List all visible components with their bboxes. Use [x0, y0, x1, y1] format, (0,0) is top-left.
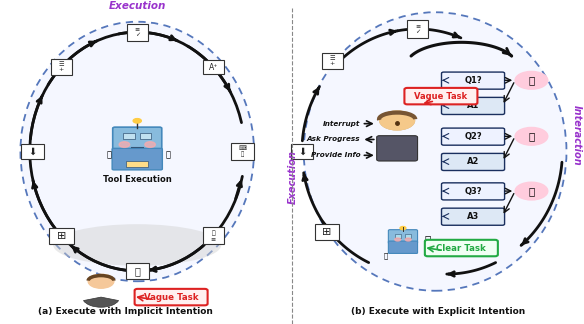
FancyBboxPatch shape	[405, 235, 411, 237]
FancyBboxPatch shape	[203, 227, 224, 245]
Text: A1: A1	[467, 101, 479, 110]
Text: 🔧: 🔧	[107, 150, 112, 159]
Ellipse shape	[304, 12, 566, 291]
FancyBboxPatch shape	[113, 127, 162, 151]
Text: Interrupt: Interrupt	[323, 121, 360, 127]
Circle shape	[145, 142, 155, 147]
FancyBboxPatch shape	[112, 148, 162, 170]
Text: Clear Task: Clear Task	[436, 244, 486, 252]
Text: Q2?: Q2?	[464, 132, 482, 141]
FancyBboxPatch shape	[322, 53, 343, 69]
Text: Ask Progress: Ask Progress	[307, 136, 360, 143]
Text: ☰
+: ☰ +	[329, 55, 335, 66]
FancyBboxPatch shape	[20, 144, 43, 159]
FancyBboxPatch shape	[134, 289, 208, 305]
Text: Provide Info: Provide Info	[311, 152, 360, 158]
Circle shape	[380, 111, 415, 130]
FancyBboxPatch shape	[315, 224, 339, 240]
Text: ⬇: ⬇	[28, 146, 36, 156]
Text: Q1?: Q1?	[464, 76, 482, 85]
Text: 💡: 💡	[425, 235, 430, 245]
FancyBboxPatch shape	[290, 144, 313, 159]
Circle shape	[515, 182, 548, 200]
Text: ≡
✓: ≡ ✓	[415, 24, 420, 34]
Text: 🔧: 🔧	[165, 150, 170, 159]
Text: Tool Execution: Tool Execution	[103, 175, 172, 184]
Text: 🔧: 🔧	[383, 253, 388, 259]
FancyBboxPatch shape	[442, 72, 505, 89]
Text: ⌨
🔍: ⌨ 🔍	[238, 146, 246, 157]
Circle shape	[515, 127, 548, 145]
Circle shape	[133, 119, 141, 123]
FancyBboxPatch shape	[425, 240, 498, 256]
FancyBboxPatch shape	[442, 98, 505, 114]
FancyBboxPatch shape	[442, 153, 505, 170]
FancyBboxPatch shape	[126, 263, 148, 279]
Text: A3: A3	[467, 212, 479, 221]
Circle shape	[395, 238, 401, 241]
Text: Execution: Execution	[288, 150, 298, 204]
Ellipse shape	[53, 224, 221, 266]
Circle shape	[88, 274, 114, 288]
FancyBboxPatch shape	[442, 128, 505, 145]
Ellipse shape	[20, 22, 254, 281]
Text: Vague Task: Vague Task	[415, 92, 467, 101]
FancyBboxPatch shape	[51, 59, 72, 75]
FancyBboxPatch shape	[203, 60, 224, 74]
Text: (a) Execute with Implicit Intention: (a) Execute with Implicit Intention	[38, 307, 213, 317]
Circle shape	[515, 71, 548, 89]
Text: ⊞: ⊞	[57, 231, 66, 241]
Text: ⊞: ⊞	[322, 227, 332, 237]
FancyBboxPatch shape	[442, 208, 505, 225]
FancyBboxPatch shape	[404, 88, 478, 104]
Text: (b) Execute with Explicit Intention: (b) Execute with Explicit Intention	[351, 307, 525, 317]
FancyBboxPatch shape	[407, 20, 428, 38]
Text: ☰
+: ☰ +	[58, 62, 64, 73]
FancyBboxPatch shape	[127, 24, 148, 41]
Circle shape	[400, 226, 406, 230]
FancyBboxPatch shape	[377, 136, 418, 161]
Text: Vague Task: Vague Task	[144, 293, 199, 302]
Text: A2: A2	[467, 157, 479, 166]
Text: Execution: Execution	[109, 1, 166, 11]
FancyBboxPatch shape	[442, 183, 505, 200]
FancyBboxPatch shape	[49, 228, 74, 244]
Text: 🧠: 🧠	[529, 131, 534, 141]
FancyBboxPatch shape	[388, 230, 418, 244]
Wedge shape	[84, 297, 119, 307]
Text: ⬇: ⬇	[298, 146, 306, 156]
FancyBboxPatch shape	[231, 143, 254, 160]
Circle shape	[405, 238, 411, 241]
Text: 📄
≡: 📄 ≡	[211, 230, 216, 242]
Text: 🧠: 🧠	[529, 186, 534, 196]
FancyBboxPatch shape	[123, 133, 135, 139]
Text: Interaction: Interaction	[572, 105, 582, 166]
Circle shape	[119, 142, 130, 147]
Text: ≡
✓: ≡ ✓	[135, 27, 140, 38]
Text: 🕐: 🕐	[134, 266, 140, 276]
Text: 🧠: 🧠	[529, 75, 534, 85]
FancyBboxPatch shape	[395, 235, 401, 237]
Text: Q3?: Q3?	[464, 187, 482, 196]
FancyBboxPatch shape	[388, 241, 418, 253]
Text: A⁺: A⁺	[208, 63, 218, 72]
FancyBboxPatch shape	[126, 161, 148, 167]
FancyBboxPatch shape	[140, 133, 151, 139]
